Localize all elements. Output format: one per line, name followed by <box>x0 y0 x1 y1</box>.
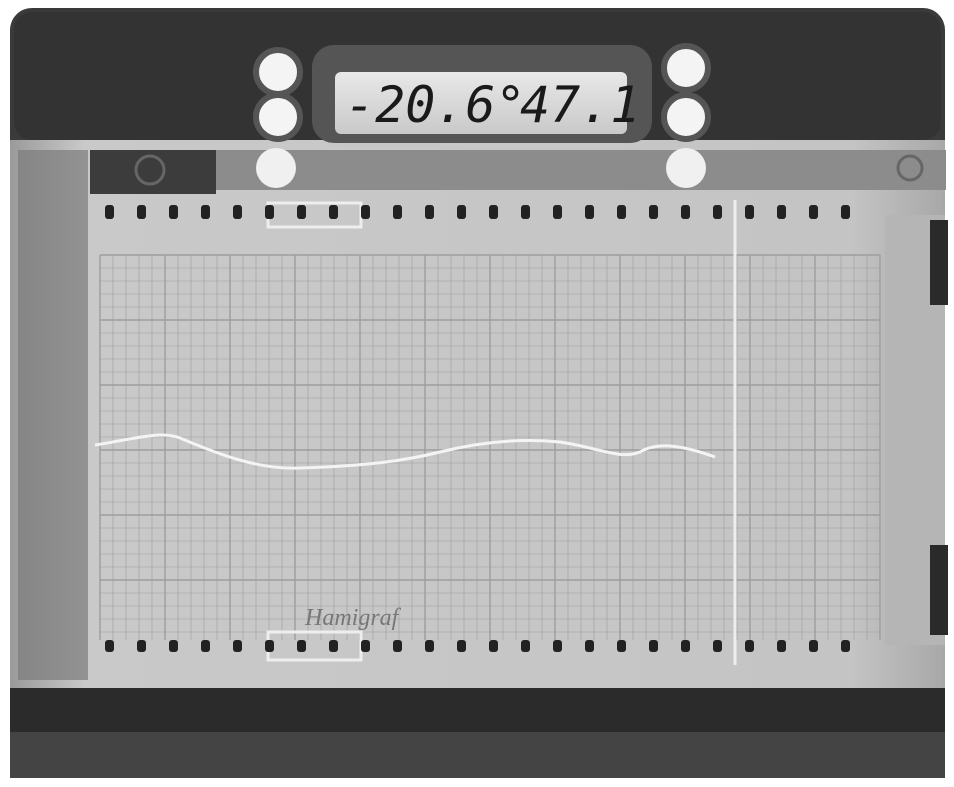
hole <box>745 640 754 652</box>
temperature-reading: -20.6° <box>345 76 526 134</box>
screw <box>896 154 924 182</box>
paper-brand: Hamigraf <box>304 605 402 631</box>
hole <box>713 640 722 652</box>
button[interactable] <box>661 43 711 93</box>
hole <box>713 205 722 219</box>
hole <box>233 640 242 652</box>
led <box>666 148 706 188</box>
hole <box>361 205 370 219</box>
hole <box>457 205 466 219</box>
hole <box>201 205 210 219</box>
hole <box>393 640 402 652</box>
clip-bottom <box>930 545 948 635</box>
hole <box>457 640 466 652</box>
hole <box>105 640 114 652</box>
hole <box>681 205 690 219</box>
hole <box>361 640 370 652</box>
hole <box>809 205 818 219</box>
hole <box>425 205 434 219</box>
button[interactable] <box>253 92 303 142</box>
bottom-edge <box>10 732 945 778</box>
left-roller <box>18 150 88 680</box>
hole <box>489 640 498 652</box>
hole <box>617 640 626 652</box>
hole <box>617 205 626 219</box>
hole <box>297 205 306 219</box>
hole <box>681 640 690 652</box>
button[interactable] <box>253 47 303 97</box>
hole <box>841 205 850 219</box>
hole <box>393 205 402 219</box>
lcd-screen <box>335 72 627 134</box>
paper-grid <box>99 254 881 640</box>
clip-top <box>930 220 948 305</box>
hole <box>137 640 146 652</box>
hole <box>329 205 338 219</box>
hole <box>553 640 562 652</box>
hole <box>777 640 786 652</box>
hole <box>649 640 658 652</box>
hole <box>489 205 498 219</box>
screw <box>134 154 166 186</box>
hole <box>841 640 850 652</box>
hole <box>521 640 530 652</box>
hole <box>233 205 242 219</box>
hole <box>329 640 338 652</box>
hole <box>105 205 114 219</box>
hole <box>553 205 562 219</box>
hole <box>137 205 146 219</box>
perforations <box>105 205 850 652</box>
hole <box>745 205 754 219</box>
hole <box>649 205 658 219</box>
hole <box>521 205 530 219</box>
button[interactable] <box>661 92 711 142</box>
hole <box>777 205 786 219</box>
hole <box>585 640 594 652</box>
led <box>256 148 296 188</box>
trace-line <box>94 433 716 470</box>
hole <box>585 205 594 219</box>
hole <box>169 205 178 219</box>
hole <box>265 640 274 652</box>
hole <box>809 640 818 652</box>
top-strip <box>216 150 946 190</box>
hole <box>265 205 274 219</box>
humidity-reading: 47.1 <box>520 76 640 134</box>
hole <box>297 640 306 652</box>
hole <box>169 640 178 652</box>
hole <box>201 640 210 652</box>
hole <box>425 640 434 652</box>
